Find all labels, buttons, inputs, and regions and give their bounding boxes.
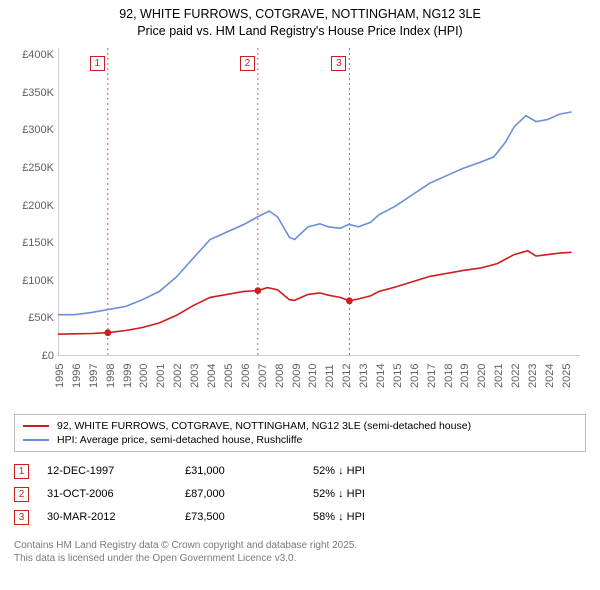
x-tick-label: 2017 — [426, 363, 438, 387]
event-number: 2 — [14, 487, 29, 502]
footer-line-1: Contains HM Land Registry data © Crown c… — [14, 539, 586, 553]
event-pct: 52% ↓ HPI — [313, 465, 365, 477]
legend-swatch — [23, 425, 49, 427]
y-tick-label: £300K — [14, 124, 54, 136]
x-tick-label: 2011 — [324, 364, 336, 388]
x-tick-label: 2018 — [443, 363, 455, 387]
x-tick-label: 2020 — [476, 363, 488, 387]
event-price: £87,000 — [185, 488, 295, 500]
y-tick-label: £400K — [14, 49, 54, 61]
x-tick-label: 2010 — [307, 363, 319, 387]
event-marker-2: 2 — [240, 56, 255, 71]
x-tick-label: 2009 — [291, 363, 303, 387]
chart-title: 92, WHITE FURROWS, COTGRAVE, NOTTINGHAM,… — [0, 0, 600, 42]
x-tick-label: 1999 — [122, 363, 134, 387]
x-tick-label: 1996 — [71, 363, 83, 387]
events-table: 1 12-DEC-1997 £31,000 52% ↓ HPI 2 31-OCT-2006… — [14, 460, 586, 529]
event-number: 3 — [14, 510, 29, 525]
y-tick-label: £150K — [14, 237, 54, 249]
title-line-2: Price paid vs. HM Land Registry's House … — [10, 23, 590, 40]
legend-label: 92, WHITE FURROWS, COTGRAVE, NOTTINGHAM,… — [57, 420, 471, 432]
event-number: 1 — [14, 464, 29, 479]
y-tick-label: £50K — [14, 312, 54, 324]
x-tick-label: 2004 — [206, 363, 218, 387]
x-tick-label: 2008 — [274, 363, 286, 387]
event-price: £73,500 — [185, 511, 295, 523]
x-tick-label: 2016 — [409, 363, 421, 387]
x-tick-label: 2006 — [240, 363, 252, 387]
event-row: 2 31-OCT-2006 £87,000 52% ↓ HPI — [14, 483, 586, 506]
y-tick-label: £100K — [14, 275, 54, 287]
footer-attribution: Contains HM Land Registry data © Crown c… — [14, 539, 586, 566]
event-date: 31-OCT-2006 — [47, 488, 167, 500]
x-tick-label: 2005 — [223, 363, 235, 387]
plot — [58, 48, 580, 356]
event-row: 1 12-DEC-1997 £31,000 52% ↓ HPI — [14, 460, 586, 483]
x-tick-label: 2022 — [510, 363, 522, 387]
chart-area: £0 £50K £100K £150K £200K £250K £300K £350K £400… — [14, 48, 586, 408]
x-tick-label: 1995 — [54, 363, 66, 387]
legend: 92, WHITE FURROWS, COTGRAVE, NOTTINGHAM,… — [14, 414, 586, 452]
event-marker-1: 1 — [90, 56, 105, 71]
x-tick-label: 1997 — [88, 363, 100, 387]
x-tick-label: 2002 — [172, 363, 184, 387]
footer-line-2: This data is licensed under the Open Gov… — [14, 552, 586, 566]
event-pct: 58% ↓ HPI — [313, 511, 365, 523]
x-tick-label: 2000 — [138, 363, 150, 387]
event-marker-3: 3 — [331, 56, 346, 71]
legend-swatch — [23, 439, 49, 441]
y-tick-label: £250K — [14, 162, 54, 174]
event-pct: 52% ↓ HPI — [313, 488, 365, 500]
x-tick-label: 2007 — [257, 363, 269, 387]
x-tick-label: 2001 — [155, 363, 167, 387]
legend-label: HPI: Average price, semi-detached house,… — [57, 434, 302, 446]
x-tick-label: 2021 — [493, 363, 505, 387]
event-row: 3 30-MAR-2012 £73,500 58% ↓ HPI — [14, 506, 586, 529]
event-price: £31,000 — [185, 465, 295, 477]
x-tick-label: 2015 — [392, 363, 404, 387]
x-tick-label: 2014 — [375, 363, 387, 387]
event-date: 30-MAR-2012 — [47, 511, 167, 523]
x-tick-label: 2003 — [189, 363, 201, 387]
title-line-1: 92, WHITE FURROWS, COTGRAVE, NOTTINGHAM,… — [10, 6, 590, 23]
x-tick-label: 2024 — [544, 363, 556, 387]
y-tick-label: £0 — [14, 350, 54, 362]
x-tick-label: 2025 — [561, 363, 573, 387]
y-tick-label: £200K — [14, 200, 54, 212]
legend-row: 92, WHITE FURROWS, COTGRAVE, NOTTINGHAM,… — [23, 419, 577, 433]
x-tick-label: 2012 — [341, 363, 353, 387]
x-tick-label: 2019 — [459, 363, 471, 387]
x-tick-label: 2023 — [527, 363, 539, 387]
x-tick-label: 2013 — [358, 363, 370, 387]
event-date: 12-DEC-1997 — [47, 465, 167, 477]
legend-row: HPI: Average price, semi-detached house,… — [23, 433, 577, 447]
x-tick-label: 1998 — [105, 363, 117, 387]
y-tick-label: £350K — [14, 87, 54, 99]
